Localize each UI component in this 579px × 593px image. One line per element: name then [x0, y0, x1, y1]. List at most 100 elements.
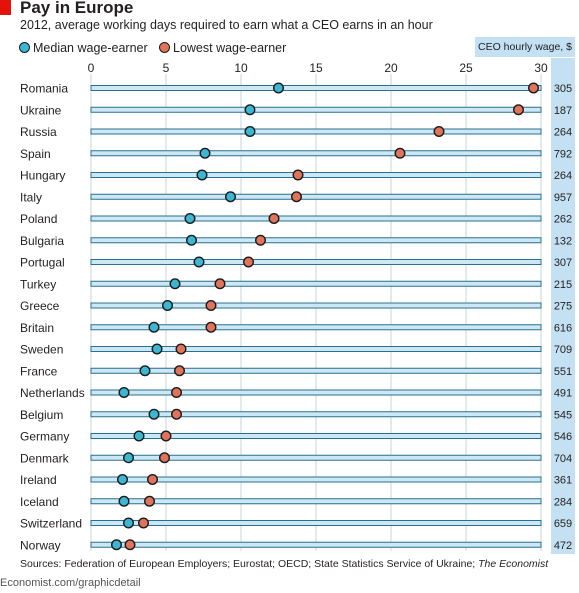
source-note: Sources: Federation of European Employer… — [20, 558, 548, 571]
category-label: Britain — [20, 321, 54, 335]
ceo-wage-value: 275 — [554, 301, 572, 313]
category-label: Denmark — [20, 451, 70, 465]
row-track-bar — [90, 106, 542, 113]
row-denmark: Denmark 704 — [20, 451, 572, 465]
ceo-wage-value: 305 — [554, 83, 572, 95]
category-label: Netherlands — [20, 386, 85, 400]
chart-title: Pay in Europe — [20, 0, 134, 17]
lowest-wage-point — [205, 299, 217, 311]
row-france: France 551 — [20, 364, 572, 378]
lowest-wage-point — [124, 539, 136, 551]
row-track-bar — [90, 324, 542, 331]
ceo-wage-value: 264 — [554, 170, 572, 182]
lowest-wage-point — [291, 191, 303, 203]
lowest-wage-point — [205, 321, 217, 333]
legend-median-dot — [19, 42, 30, 53]
median-wage-point — [116, 474, 128, 486]
row-norway: Norway 472 — [20, 538, 572, 552]
row-hungary: Hungary 264 — [20, 169, 572, 183]
lowest-wage-point — [242, 256, 254, 268]
median-wage-point — [139, 365, 151, 377]
ceo-wage-value: 262 — [554, 214, 572, 226]
ceo-wage-value: 792 — [554, 148, 572, 160]
median-wage-point — [122, 517, 134, 529]
median-wage-point — [161, 299, 173, 311]
median-wage-point — [193, 256, 205, 268]
category-label: France — [20, 364, 58, 378]
category-label: Hungary — [20, 169, 65, 183]
x-tick-label-10: 10 — [234, 61, 248, 75]
lowest-wage-point — [160, 430, 172, 442]
median-wage-point — [169, 278, 181, 290]
lowest-wage-point — [158, 452, 170, 464]
median-wage-point — [273, 82, 285, 94]
median-wage-point — [110, 539, 122, 551]
median-wage-point — [244, 104, 256, 116]
lowest-wage-point — [170, 387, 182, 399]
row-track-bar — [90, 85, 542, 91]
lowest-wage-point — [146, 474, 158, 486]
row-track-bar — [90, 150, 542, 157]
category-label: Belgium — [20, 408, 63, 422]
source-text: Sources: Federation of European Employer… — [20, 558, 476, 570]
row-belgium: Belgium 545 — [20, 408, 572, 422]
row-turkey: Turkey 215 — [20, 277, 572, 291]
ceo-wage-value: 491 — [554, 388, 572, 400]
row-track-bar — [90, 280, 542, 287]
ceo-wage-value: 709 — [554, 344, 572, 356]
median-wage-point — [122, 452, 134, 464]
row-bulgaria: Bulgaria 132 — [20, 234, 572, 248]
ceo-wage-value: 361 — [554, 475, 572, 487]
row-germany: Germany 546 — [20, 430, 572, 444]
row-track-bar — [90, 389, 542, 396]
row-italy: Italy 957 — [20, 190, 572, 204]
ceo-wage-value: 546 — [554, 431, 572, 443]
x-tick-label-25: 25 — [459, 61, 473, 75]
lowest-wage-point — [214, 278, 226, 290]
category-label: Ireland — [20, 473, 57, 487]
ceo-wage-value: 704 — [554, 453, 572, 465]
median-wage-point — [224, 191, 236, 203]
legend-median: Median wage-earner — [19, 41, 148, 55]
ceo-wage-column-header: CEO hourly wage, $ — [475, 37, 575, 57]
median-wage-point — [199, 147, 211, 159]
row-track-bar — [90, 411, 542, 418]
chart-plot: 0 5 10 15 20 25 30 Romania 305 Ukraine 187 Russia 2… — [20, 58, 575, 554]
legend-lowest-dot — [159, 42, 170, 53]
category-label: Portugal — [20, 256, 65, 270]
ceo-wage-value: 616 — [554, 322, 572, 334]
site-credit: Economist.com/graphicdetail — [0, 577, 141, 589]
ceo-wage-value: 659 — [554, 518, 572, 530]
row-iceland: Iceland 284 — [20, 495, 572, 509]
x-tick-label-0: 0 — [88, 61, 95, 75]
row-switzerland: Switzerland 659 — [20, 517, 572, 531]
median-wage-point — [244, 125, 256, 137]
median-wage-point — [196, 169, 208, 181]
legend-lowest-label: Lowest wage-earner — [173, 41, 287, 55]
row-track-bar — [90, 193, 542, 200]
ceo-wage-column-bg — [551, 58, 575, 554]
row-ukraine: Ukraine 187 — [20, 103, 572, 117]
category-label: Spain — [20, 147, 51, 161]
chart-subtitle: 2012, average working days required to e… — [20, 18, 433, 32]
lowest-wage-point — [433, 125, 445, 137]
row-romania: Romania 305 — [20, 82, 572, 96]
source-publication: The Economist — [478, 558, 549, 570]
category-label: Switzerland — [20, 517, 82, 531]
row-sweden: Sweden 709 — [20, 343, 572, 357]
lowest-wage-point — [170, 408, 182, 420]
category-label: Greece — [20, 299, 60, 313]
row-portugal: Portugal 307 — [20, 256, 572, 270]
lowest-wage-point — [173, 365, 185, 377]
ceo-wage-value: 957 — [554, 192, 572, 204]
row-britain: Britain 616 — [20, 321, 572, 335]
row-track-bar — [90, 237, 542, 244]
row-track-bar — [90, 215, 542, 222]
lowest-wage-point — [254, 234, 266, 246]
median-wage-point — [184, 212, 196, 224]
category-label: Germany — [20, 430, 69, 444]
legend-lowest: Lowest wage-earner — [159, 41, 286, 55]
row-track-bar — [90, 346, 542, 352]
lowest-wage-point — [143, 495, 155, 507]
x-axis-ticks: 0 5 10 15 20 25 30 — [88, 61, 548, 75]
